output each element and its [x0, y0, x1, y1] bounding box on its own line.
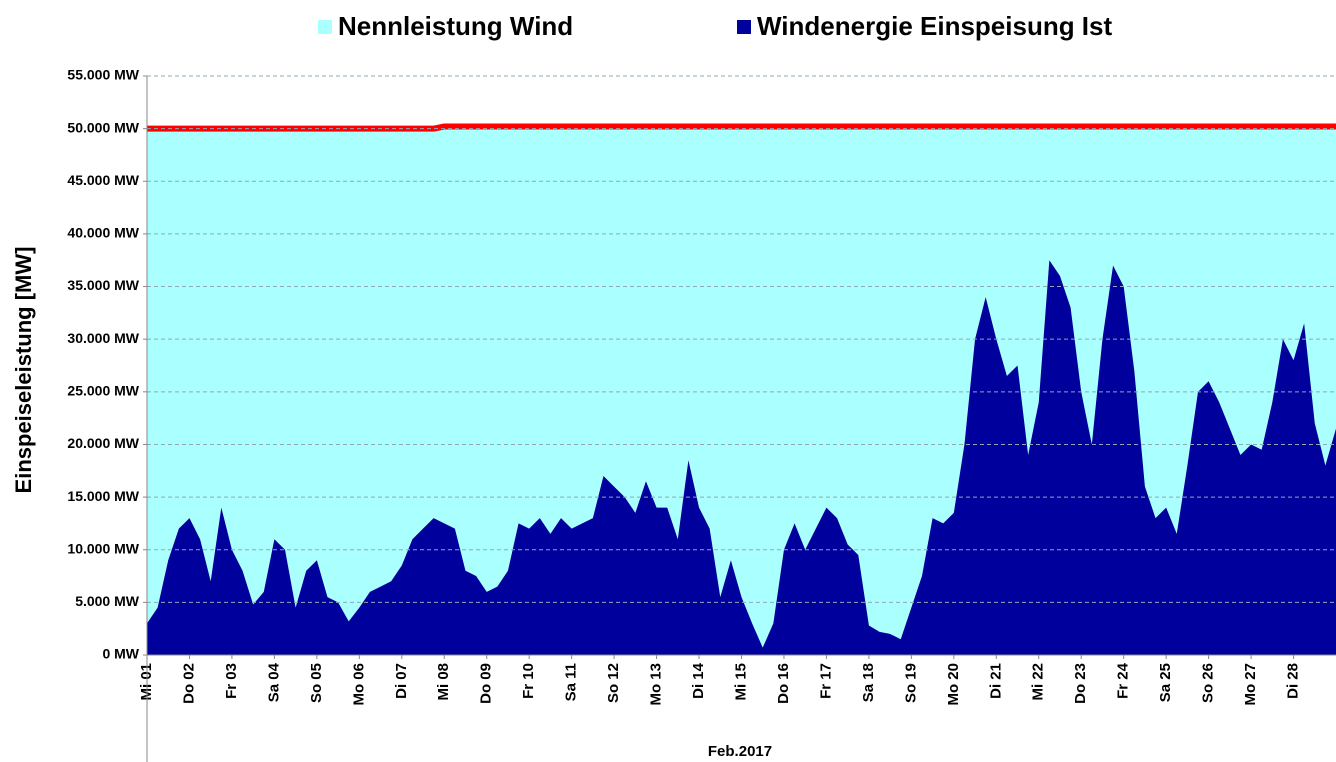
- x-tick-label: Sa 11: [563, 663, 580, 701]
- x-tick-label: Mo 20: [945, 663, 962, 706]
- y-tick-label: 5.000 MW: [75, 593, 140, 609]
- x-tick-label: Di 07: [393, 663, 410, 699]
- x-tick-label: Mi 22: [1030, 663, 1047, 701]
- area: [147, 260, 1336, 655]
- x-tick-label: Mi 15: [732, 663, 749, 701]
- x-tick-label: Mi 01: [138, 663, 155, 701]
- y-tick-label: 40.000 MW: [67, 225, 139, 241]
- x-tick-label: So 05: [308, 663, 325, 703]
- x-tick-label: Sa 25: [1157, 663, 1174, 702]
- x-tick-label: Do 16: [775, 663, 792, 704]
- grid: [147, 75, 1336, 656]
- x-tick-label: Mo 27: [1242, 663, 1259, 706]
- plot-area: [147, 123, 1336, 656]
- x-tick-label: Fr 03: [223, 663, 240, 699]
- x-tick-label: Mo 13: [648, 663, 665, 706]
- legend-label: Nennleistung Wind: [338, 11, 573, 41]
- y-tick-label: 25.000 MW: [67, 383, 139, 399]
- y-tick-label: 55.000 MW: [67, 67, 139, 83]
- y-tick-label: 35.000 MW: [67, 277, 139, 293]
- x-tick-label: Sa 18: [860, 663, 877, 702]
- y-tick-label: 45.000 MW: [67, 172, 139, 188]
- y-axis-title: Einspeiseleistung [MW]: [11, 247, 36, 494]
- y-tick-label: 30.000 MW: [67, 330, 139, 346]
- x-tick-label: Do 02: [180, 663, 197, 704]
- x-tick-label: So 12: [605, 663, 622, 703]
- x-tick-label: Di 28: [1285, 663, 1302, 699]
- x-tick-label: Fr 17: [817, 663, 834, 699]
- y-tick-label: 20.000 MW: [67, 435, 139, 451]
- x-tick-label: Di 21: [987, 663, 1004, 699]
- x-tick-label: Fr 10: [520, 663, 537, 699]
- legend-swatch: [318, 20, 332, 34]
- legend-label: Windenergie Einspeisung Ist: [757, 11, 1112, 41]
- x-axis-title: Feb.2017: [708, 743, 772, 760]
- y-tick-label: 50.000 MW: [67, 119, 139, 135]
- y-tick-label: 10.000 MW: [67, 540, 139, 556]
- x-tick-label: Mo 06: [350, 663, 367, 706]
- y-tick-label: 0 MW: [102, 646, 139, 662]
- x-tick-label: Sa 04: [265, 662, 282, 702]
- y-tick-label: 15.000 MW: [67, 488, 139, 504]
- x-tick-label: Do 23: [1072, 663, 1089, 704]
- x-tick-label: So 19: [902, 663, 919, 703]
- x-tick-label: Di 14: [690, 662, 707, 699]
- x-tick-label: Fr 24: [1115, 662, 1132, 699]
- x-tick-label: Mi 08: [435, 663, 452, 701]
- x-tick-label: Do 09: [478, 663, 495, 704]
- legend-swatch: [737, 20, 751, 34]
- x-tick-label: So 26: [1200, 663, 1217, 703]
